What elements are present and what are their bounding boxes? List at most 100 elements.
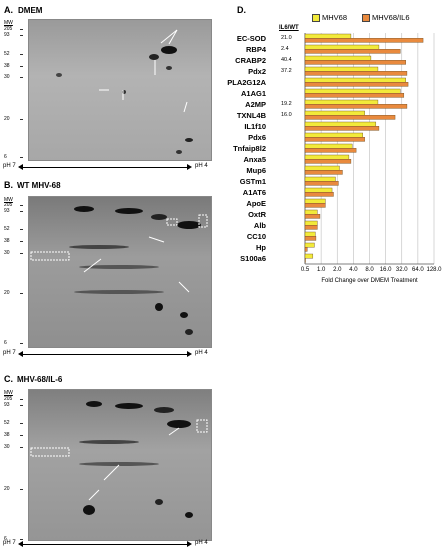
x-tick-label: 128.0 xyxy=(426,267,442,273)
mw-tick-label: 6 xyxy=(4,154,7,160)
mw-tick-mark xyxy=(20,211,23,212)
mw-tick-mark xyxy=(20,489,23,490)
gene-label: CRABP2 xyxy=(235,56,266,65)
bar-mhv68-il6 xyxy=(304,147,357,153)
bar-mhv68-il6 xyxy=(304,213,321,219)
ph-arrow-right-c xyxy=(187,541,192,547)
mw-label-a: MW xyxy=(4,20,13,26)
bar-mhv68-il6 xyxy=(304,169,343,175)
mw-tick-label: 52 xyxy=(4,420,10,426)
bar-mhv68-il6 xyxy=(304,114,396,120)
ph-arrow-left-b xyxy=(18,351,23,357)
x-tick-label: 8.0 xyxy=(365,267,374,273)
mw-tick-mark xyxy=(20,157,23,158)
ratio-column-header: IL6/WT xyxy=(279,25,299,31)
gene-label: IL1f10 xyxy=(244,122,266,131)
ph-left-label-a: pH 7 xyxy=(3,163,16,169)
legend-label: MHV68 xyxy=(322,13,348,22)
bar-mhv68 xyxy=(304,66,379,72)
ratio-label: 21.0 xyxy=(281,35,292,41)
ph-left-label-b: pH 7 xyxy=(3,350,16,356)
x-tick-label: 64.0 xyxy=(412,267,424,273)
gene-label: OxtR xyxy=(248,210,266,219)
bar-mhv68-il6 xyxy=(304,180,339,186)
gene-label: RBP4 xyxy=(245,45,266,54)
mw-tick-label: 30 xyxy=(4,444,10,450)
gene-label: TXNL4B xyxy=(236,111,266,120)
mw-tick-label: 205 xyxy=(4,26,13,32)
ph-arrow-left-c xyxy=(18,541,23,547)
bar-mhv68 xyxy=(304,88,401,94)
bar-mhv68 xyxy=(304,154,350,160)
bar-mhv68-il6 xyxy=(304,191,334,197)
bar-mhv68-il6 xyxy=(304,136,365,142)
legend-swatch xyxy=(312,14,320,22)
bar-mhv68 xyxy=(304,220,318,226)
x-axis-title: Fold Change over DMEM Treatment xyxy=(321,278,418,284)
gel-image-c xyxy=(28,389,212,541)
bar-mhv68 xyxy=(304,253,314,259)
x-tick-label: 1.0 xyxy=(316,267,326,273)
bar-mhv68-il6 xyxy=(304,81,409,87)
bar-mhv68 xyxy=(304,99,379,105)
ratio-label: 40.4 xyxy=(281,57,292,63)
mw-tick-mark xyxy=(20,343,23,344)
gene-label: PLA2G12A xyxy=(227,78,266,87)
panel-b-letter: B. xyxy=(4,180,13,190)
mw-tick-label: 30 xyxy=(4,74,10,80)
panel-b-title: WT MHV-68 xyxy=(17,181,61,190)
bar-mhv68 xyxy=(304,44,380,50)
ph-left-label-c: pH 7 xyxy=(3,540,16,546)
gel-image-a xyxy=(28,19,212,161)
mw-tick-label: 20 xyxy=(4,486,10,492)
bar-mhv68-il6 xyxy=(304,38,424,43)
gene-label: A1AT6 xyxy=(242,188,266,197)
bar-mhv68 xyxy=(304,33,352,39)
gene-label: GSTm1 xyxy=(239,177,266,186)
bar-mhv68 xyxy=(304,55,372,61)
ph-axis-line-c xyxy=(22,544,190,545)
gene-label: Anxa5 xyxy=(243,155,266,164)
gene-label: CC10 xyxy=(246,232,266,241)
bar-mhv68 xyxy=(304,121,377,127)
ph-axis-line-a xyxy=(22,167,190,168)
mw-tick-label: 20 xyxy=(4,116,10,122)
mw-tick-label: 38 xyxy=(4,238,10,244)
mw-tick-mark xyxy=(20,29,23,30)
gene-label: ApoE xyxy=(246,199,266,208)
bar-mhv68-il6 xyxy=(304,224,318,230)
gene-label: A1AG1 xyxy=(240,89,266,98)
ph-arrow-right-b xyxy=(187,351,192,357)
ratio-label: 37.2 xyxy=(281,68,292,74)
mw-tick-mark xyxy=(20,205,23,206)
mw-tick-mark xyxy=(20,119,23,120)
ph-right-label-c: pH 4 xyxy=(195,540,208,546)
gene-label: EC-SOD xyxy=(236,34,266,43)
mw-tick-label: 52 xyxy=(4,226,10,232)
bar-mhv68-il6 xyxy=(304,235,317,241)
mw-tick-mark xyxy=(20,435,23,436)
mw-tick-mark xyxy=(20,54,23,55)
bar-mhv68 xyxy=(304,242,315,248)
fold-change-chart: MHV68 MHV68/IL6 IL6/WT EC-SOD 21.0 RBP4 2.4 CRA… xyxy=(227,0,443,300)
x-tick-label: 16.0 xyxy=(379,267,392,273)
chart-svg xyxy=(304,33,435,265)
mw-tick-label: 38 xyxy=(4,432,10,438)
mw-label-c: MW xyxy=(4,390,13,396)
mw-tick-mark xyxy=(20,241,23,242)
mw-tick-mark xyxy=(20,35,23,36)
bar-mhv68-il6 xyxy=(304,49,401,54)
ph-arrow-left-a xyxy=(18,164,23,170)
x-tick-label: 2.0 xyxy=(333,267,342,273)
gene-label: Hp xyxy=(256,243,266,252)
mw-ticks-a: 205 93 52 38 30 20 6 xyxy=(4,26,28,160)
mw-tick-label: 20 xyxy=(4,290,10,296)
panel-d-letter: D. xyxy=(237,5,246,15)
x-tick-label: 4.0 xyxy=(349,267,358,273)
bar-mhv68 xyxy=(304,209,318,215)
ratio-label: 16.0 xyxy=(281,112,292,118)
mw-ticks-b: 205 93 52 38 30 20 6 xyxy=(4,203,28,348)
mw-tick-label: 93 xyxy=(4,32,10,38)
mw-tick-mark xyxy=(20,229,23,230)
panel-c-title: MHV-68/IL-6 xyxy=(17,375,63,384)
